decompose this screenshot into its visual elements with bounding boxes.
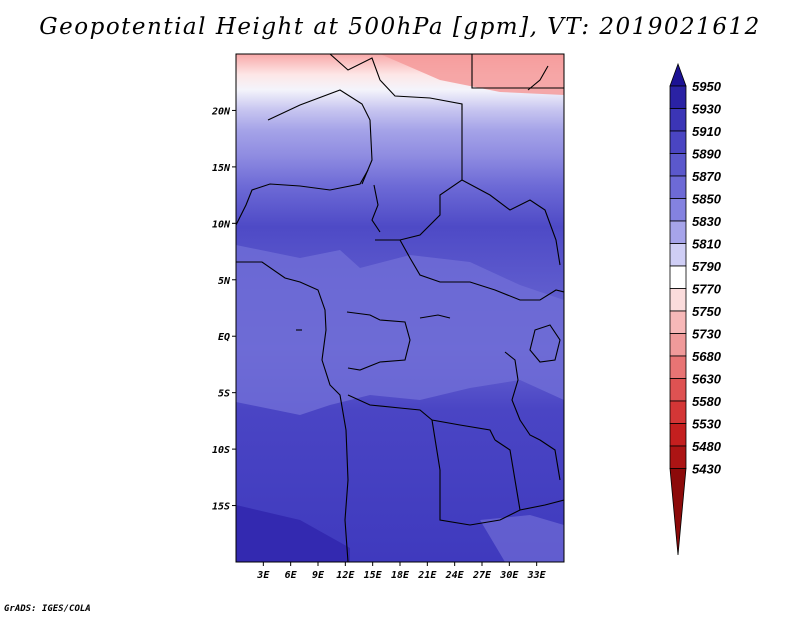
colorbar-swatch [669,423,687,447]
colorbar-label: 5870 [692,169,722,184]
y-axis: 20N 15N 10N 5N EQ 5S 10S 15S [211,106,236,513]
colorbar-label: 5580 [692,394,722,409]
colorbar-swatch [669,355,687,379]
country-boundaries [236,54,564,562]
colorbar-top-arrow [669,62,687,87]
colorbar-swatch [669,445,687,469]
x-tick-label: 3E [256,570,270,581]
colorbar-label: 5770 [692,282,722,297]
colorbar-swatch [669,175,687,199]
y-tick-label: 15S [212,502,230,513]
x-tick-label: 9E [312,570,325,581]
y-tick-label: EQ [218,332,230,343]
x-tick-label: 12E [336,570,355,581]
x-tick-label: 18E [391,570,410,581]
colorbar-swatch [669,220,687,244]
colorbar-swatch [669,85,687,109]
colorbar-label: 5430 [692,462,722,477]
x-tick-label: 15E [364,570,383,581]
colorbar-swatch [669,108,687,132]
colorbar-swatch [669,333,687,357]
colorbar-swatch [669,310,687,334]
x-tick-label: 6E [285,570,298,581]
field-patch-central [236,245,564,415]
y-tick-label: 15N [212,163,231,174]
colorbar-label: 5950 [692,79,722,94]
colorbar-label: 5730 [692,327,722,342]
colorbar-swatch [669,400,687,424]
colorbar-label: 5630 [692,372,722,387]
x-tick-label: 30E [499,570,519,581]
colorbar-label: 5850 [692,192,722,207]
colorbar-swatch [669,198,687,222]
y-tick-label: 10S [212,445,230,456]
x-tick-label: 27E [472,570,492,581]
colorbar-swatch [669,153,687,177]
colorbar-label: 5890 [692,147,722,162]
geopotential-field [236,54,564,562]
colorbar-label: 5750 [692,304,722,319]
x-tick-label: 21E [417,570,437,581]
colorbar-swatch [669,378,687,402]
colorbar-label: 5930 [692,102,722,117]
colorbar-swatch [669,288,687,312]
y-tick-label: 10N [212,219,231,230]
grads-credit: GrADS: IGES/COLA [4,604,91,614]
x-axis: 3E 6E 9E 12E 15E 18E 21E 24E 27E 30E 33E [256,562,547,581]
y-tick-label: 20N [211,106,231,117]
colorbar-label: 5830 [692,214,722,229]
colorbar-swatch [669,130,687,154]
colorbar-label: 5790 [692,259,722,274]
colorbar-swatch [669,265,687,289]
chart-title: Geopotential Height at 500hPa [gpm], VT:… [39,14,761,40]
colorbar-label: 5810 [692,237,722,252]
colorbar-bottom-arrow [669,468,687,556]
x-tick-label: 24E [445,570,465,581]
colorbar-swatch [669,243,687,267]
field-patch-southwest [236,505,350,562]
colorbar-label: 5480 [692,439,722,454]
x-tick-label: 33E [527,570,547,581]
colorbar-label: 5680 [692,349,722,364]
y-tick-label: 5N [218,276,231,287]
y-tick-label: 5S [218,389,230,400]
colorbar: 5950 5930 5910 5890 5870 5850 5830 5810 5790 5770… [669,62,722,556]
colorbar-label: 5530 [692,417,722,432]
field-patch-southeast [480,515,564,562]
colorbar-label: 5910 [692,124,722,139]
